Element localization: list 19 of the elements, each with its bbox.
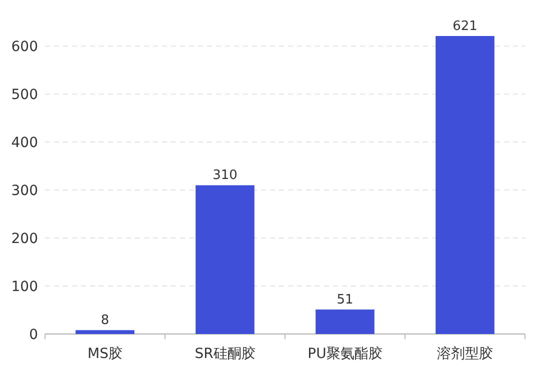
bar: [76, 330, 134, 334]
y-tick-label: 300: [11, 183, 38, 200]
y-tick-label: 600: [11, 39, 38, 56]
y-tick-label: 100: [11, 279, 38, 296]
y-tick-label: 0: [29, 327, 38, 343]
bar: [316, 310, 374, 334]
data-label: 51: [336, 292, 354, 308]
bar: [196, 185, 254, 334]
y-tick-label: 400: [11, 135, 38, 152]
bar: [436, 36, 494, 334]
x-tick-label: 溶剂型胶: [437, 346, 493, 362]
y-tick-label: 500: [11, 87, 38, 104]
x-tick-label: SR硅酮胶: [194, 346, 256, 362]
data-label: 621: [452, 19, 478, 34]
data-label: 310: [212, 168, 238, 184]
x-tick-label: PU聚氨酯胶: [308, 346, 382, 362]
x-tick-label: MS胶: [88, 346, 122, 362]
y-tick-label: 200: [11, 231, 38, 248]
data-label: 8: [100, 313, 110, 328]
